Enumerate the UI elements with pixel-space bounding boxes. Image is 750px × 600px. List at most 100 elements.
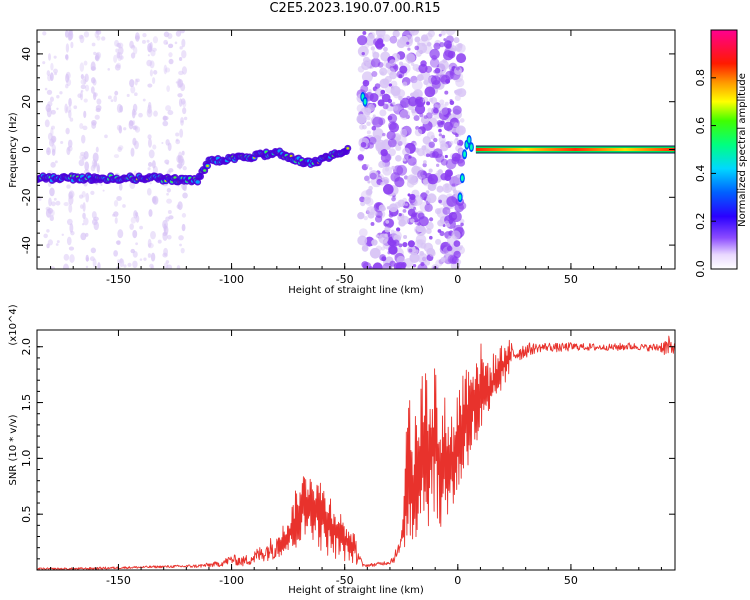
noise-blob: [362, 31, 367, 35]
spectrogram-haze: [147, 242, 154, 249]
noise-blob: [393, 105, 399, 111]
spectrogram-haze: [73, 105, 78, 110]
noise-blob: [456, 139, 464, 147]
spectrogram-haze: [90, 164, 96, 172]
spectrogram-haze: [80, 232, 87, 241]
spectrogram-haze: [179, 128, 184, 138]
noise-blob: [414, 219, 420, 226]
spectrogram-haze: [146, 59, 153, 67]
x-tick-label: -50: [336, 574, 354, 587]
spectrogram-haze: [83, 98, 88, 103]
noise-blob: [357, 154, 365, 161]
noise-blob: [375, 139, 386, 151]
noise-blob: [431, 54, 437, 61]
noise-blob: [453, 37, 460, 44]
noise-blob: [372, 116, 384, 128]
spectrogram-haze: [149, 69, 153, 77]
spectrogram-haze: [46, 243, 50, 249]
spectrogram-haze: [175, 132, 180, 137]
noise-blob: [392, 30, 400, 38]
noise-blob: [361, 124, 367, 130]
noise-blob: [413, 30, 418, 33]
trace-peak: [173, 176, 177, 179]
spectrogram-haze: [157, 239, 162, 244]
noise-blob: [406, 179, 415, 188]
spectrogram-haze: [117, 42, 124, 49]
spectrogram-haze: [38, 197, 42, 201]
noise-blob: [446, 245, 453, 252]
noise-blob: [396, 164, 408, 176]
spectrogram-haze: [129, 223, 134, 230]
spectrogram-haze: [49, 72, 54, 82]
spectrogram-haze: [152, 144, 157, 150]
noise-blob: [451, 211, 462, 223]
noise-blob: [367, 109, 372, 113]
spectrogram-haze: [119, 105, 124, 113]
noise-blob: [402, 147, 411, 156]
spectrogram-haze: [153, 70, 158, 75]
noise-blob: [426, 101, 431, 106]
spectrogram-haze: [66, 236, 72, 246]
y-tick-label: 0.5: [20, 505, 33, 523]
noise-blob: [392, 65, 398, 70]
spectrogram-haze: [182, 166, 187, 171]
spectrogram-haze: [152, 77, 156, 84]
noise-blob: [414, 104, 426, 115]
echo-transient: [458, 194, 462, 201]
noise-blob: [433, 42, 441, 50]
spectrogram-haze: [179, 243, 182, 247]
spectrogram-haze: [165, 216, 170, 222]
noise-blob: [388, 121, 397, 130]
noise-blob: [386, 206, 391, 210]
spectrogram-haze: [113, 54, 118, 63]
spectrogram-haze: [70, 41, 74, 49]
noise-blob: [388, 148, 396, 157]
spectrogram-haze: [116, 195, 122, 201]
spectrogram-haze: [80, 84, 86, 90]
noise-blob: [387, 138, 397, 148]
noise-blob: [434, 208, 442, 215]
noise-blob: [451, 156, 460, 165]
spectrogram-haze: [107, 68, 111, 71]
spectrogram-haze: [50, 209, 55, 217]
spectrogram-haze: [151, 196, 157, 204]
spectrogram-haze: [81, 134, 86, 144]
noise-blob: [456, 88, 463, 95]
noise-blob: [357, 235, 368, 246]
noise-blob: [372, 262, 383, 269]
noise-blob: [370, 222, 375, 226]
spectrogram-haze: [116, 42, 122, 48]
spectrogram-haze: [61, 233, 64, 236]
noise-blob: [423, 79, 429, 86]
noise-blob: [380, 71, 385, 76]
noise-blob: [395, 154, 402, 162]
trace-blob: [195, 180, 200, 184]
spectrogram-haze: [119, 55, 124, 60]
spectrogram-haze: [147, 83, 153, 88]
noise-blob: [367, 180, 371, 184]
spectrogram-haze: [56, 240, 60, 244]
noise-blob: [413, 226, 421, 234]
spectrogram-haze: [54, 160, 58, 164]
spectrogram-haze: [152, 165, 158, 175]
colorbar-ticks: 0.0 0.2 0.4 0.6 0.8: [694, 69, 716, 278]
spectrogram-haze: [104, 134, 108, 139]
noise-blob: [398, 95, 403, 101]
noise-blob: [430, 75, 441, 86]
spectrogram-haze: [182, 184, 187, 192]
noise-blob: [409, 252, 420, 264]
spectrogram-haze: [79, 62, 85, 72]
snr-y-multiplier: (x10^4): [8, 304, 19, 345]
spectrogram-haze: [63, 263, 69, 269]
noise-blob: [377, 99, 385, 107]
noise-blob: [426, 112, 433, 119]
noise-blob: [420, 34, 429, 42]
noise-blob: [444, 101, 449, 106]
spectrogram-haze: [115, 48, 119, 53]
noise-blob: [364, 175, 370, 182]
spectrogram-haze: [165, 260, 170, 264]
noise-blob: [439, 41, 445, 48]
noise-blob: [452, 175, 462, 185]
noise-blob: [383, 184, 394, 195]
spectrogram-haze: [153, 110, 158, 117]
